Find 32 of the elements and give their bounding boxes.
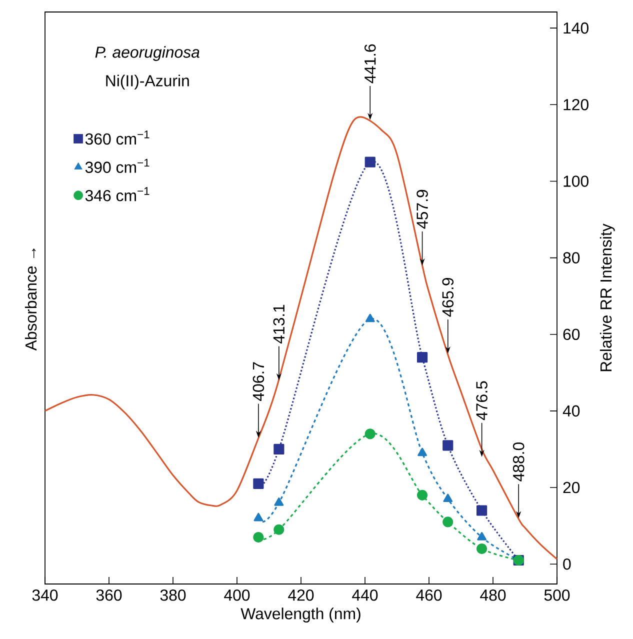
legend-label: 346 cm$^{−1}$	[85, 187, 150, 202]
x-tick-label: 380	[160, 590, 186, 601]
y-tick-label: 20	[563, 482, 580, 494]
x-axis-title: Wavelength (nm)	[240, 608, 360, 622]
x-tick-label: 360	[96, 590, 122, 601]
y-tick-label: 140	[564, 22, 588, 34]
y-tick-label: 40	[562, 405, 580, 417]
annotation: 488.0	[512, 442, 524, 482]
annotation: 406.7	[252, 362, 264, 401]
y-tick-label: 60	[563, 328, 580, 340]
x-tick-label: 400	[224, 590, 250, 601]
annotation: 476.5	[476, 381, 488, 420]
x-tick-label: 440	[352, 590, 378, 601]
text: Ni(II)-Azurin	[106, 74, 189, 90]
x-tick-label: 500	[544, 590, 570, 601]
y-axis-title: Relative RR Intensity	[600, 224, 615, 372]
text: Absorbance →	[24, 248, 37, 351]
annotation: 413.1	[273, 304, 285, 344]
x-tick-label: 460	[416, 590, 442, 601]
y-tick-label: 120	[564, 99, 588, 110]
y-tick-label: 80	[563, 252, 580, 264]
annotation: 465.9	[442, 278, 454, 317]
annotation: 441.6	[364, 44, 376, 84]
legend-label: 360 cm$^{−1}$	[85, 130, 150, 145]
annotation: 457.9	[416, 190, 428, 229]
text: P. aeoruginosa	[95, 46, 200, 61]
y-tick-label: 100	[564, 176, 588, 187]
legend-label: 390 cm$^{−1}$	[85, 158, 150, 173]
x-tick-label: 340	[32, 590, 58, 601]
x-tick-label: 420	[288, 590, 314, 601]
y-tick-label: 0	[563, 558, 571, 570]
x-tick-label: 480	[480, 590, 506, 601]
